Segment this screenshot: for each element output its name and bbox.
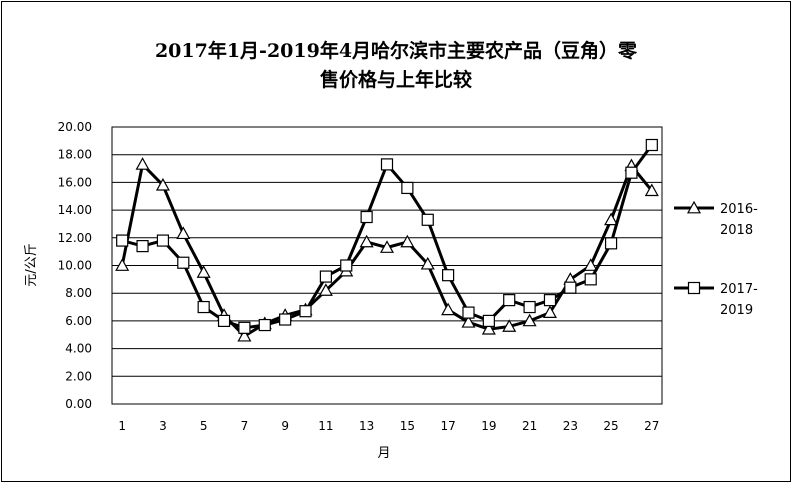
legend-marker: [687, 281, 701, 295]
x-tick-label: 7: [241, 419, 249, 433]
y-tick-label: 6.00: [65, 314, 92, 328]
x-tick-label: 11: [318, 419, 333, 433]
series-2-point: [156, 234, 170, 247]
y-tick-label: 20.00: [58, 120, 92, 134]
series-2-point: [319, 270, 332, 283]
x-tick-label: 13: [359, 419, 374, 433]
x-tick-label: 5: [200, 419, 208, 433]
x-tick-label: 15: [400, 419, 415, 433]
series-1-point: [359, 234, 374, 248]
series-2-point: [523, 300, 536, 314]
series-1-point: [502, 319, 517, 332]
series-1-point: [400, 234, 415, 248]
series-1-point: [461, 315, 476, 328]
x-tick-label: 17: [440, 419, 455, 433]
series-2: [116, 138, 658, 334]
series-2-point: [462, 306, 475, 319]
series-1-point: [441, 302, 456, 316]
y-tick-label: 8.00: [65, 286, 92, 300]
legend-marker: [686, 200, 702, 214]
x-tick-label: 3: [159, 419, 167, 433]
y-tick-label: 18.00: [58, 148, 92, 162]
x-tick-label: 9: [281, 419, 289, 433]
series-1-point: [522, 313, 537, 327]
series-1-point: [481, 321, 496, 335]
series-1-point: [542, 305, 557, 318]
series-2-point: [421, 213, 434, 226]
x-tick-label: 23: [563, 419, 578, 433]
series-2-point: [360, 210, 373, 224]
series-2-point: [503, 294, 516, 307]
series-1-point: [176, 226, 191, 240]
series-2-point: [258, 318, 271, 332]
series-2-point: [401, 181, 414, 195]
y-tick-label: 10.00: [58, 259, 92, 273]
legend-item-2: 2017- 2019: [674, 281, 758, 318]
series-1-point: [644, 183, 659, 197]
plot-area: [111, 126, 663, 405]
y-tick-label: 0.00: [65, 397, 92, 411]
y-tick-label: 4.00: [65, 342, 92, 356]
y-tick-labels: 0.00 2.00 4.00 6.00 8.00 10.00 12.00 14.00 16.00…: [58, 120, 92, 411]
series-2-point: [340, 259, 353, 272]
series-1: [115, 157, 659, 342]
y-tick-label: 12.00: [58, 231, 92, 245]
series-2-point: [625, 166, 638, 179]
series-2-line: [121, 144, 654, 330]
y-tick-label: 2.00: [65, 369, 92, 383]
series-1-point: [237, 328, 252, 342]
legend-label: 2017-: [720, 282, 758, 297]
series-1-point: [379, 240, 395, 253]
legend: 2016- 2018 2017- 2019: [674, 200, 758, 318]
series-1-point: [318, 283, 333, 296]
series-2-point: [604, 237, 618, 250]
series-1-point: [115, 258, 130, 271]
series-2-point: [116, 234, 129, 247]
series-2-point: [177, 256, 190, 269]
x-axis-label: 月: [377, 446, 390, 461]
series-1-point: [604, 212, 619, 226]
series-2-point: [543, 294, 557, 307]
series-2-point: [279, 313, 292, 326]
legend-item-1: 2016- 2018: [674, 200, 758, 238]
series-2-point: [442, 269, 455, 282]
y-tick-label: 14.00: [58, 203, 92, 217]
series-1-point: [583, 258, 598, 271]
legend-label: 2018: [720, 223, 753, 238]
series-1-point: [135, 157, 150, 170]
series-1-point: [155, 177, 170, 191]
series-2-point: [564, 281, 577, 294]
x-tick-labels: 1 3 5 7 9 11 13 15 17 19 21 23 25 27: [118, 419, 659, 433]
series-2-point: [482, 314, 495, 327]
grid-lines: [112, 154, 662, 377]
chart-title-line1: 2017年1月-2019年4月哈尔滨市主要农产品（豆角）零: [155, 39, 638, 62]
y-axis-label: 元/公斤: [24, 243, 39, 286]
series-2-point: [217, 314, 231, 327]
y-tick-label: 16.00: [58, 175, 92, 189]
series-1-point: [196, 265, 211, 278]
series-1-point: [420, 256, 435, 270]
x-tick-label: 25: [603, 419, 618, 433]
x-tick-label: 19: [481, 419, 496, 433]
series-2-point: [197, 300, 210, 314]
series-2-point: [136, 240, 149, 253]
legend-label: 2016-: [720, 202, 758, 217]
x-tick-label: 1: [118, 419, 126, 433]
series-2-point: [584, 273, 597, 286]
series-layer: [115, 138, 659, 342]
series-2-point: [645, 138, 658, 152]
series-2-point: [380, 158, 394, 171]
x-tick-label: 21: [522, 419, 537, 433]
chart-title-line2: 售价格与上年比较: [319, 68, 472, 91]
legend-label: 2019: [720, 303, 753, 318]
x-tick-label: 27: [644, 419, 659, 433]
series-2-point: [238, 321, 251, 334]
series-2-point: [299, 305, 312, 318]
